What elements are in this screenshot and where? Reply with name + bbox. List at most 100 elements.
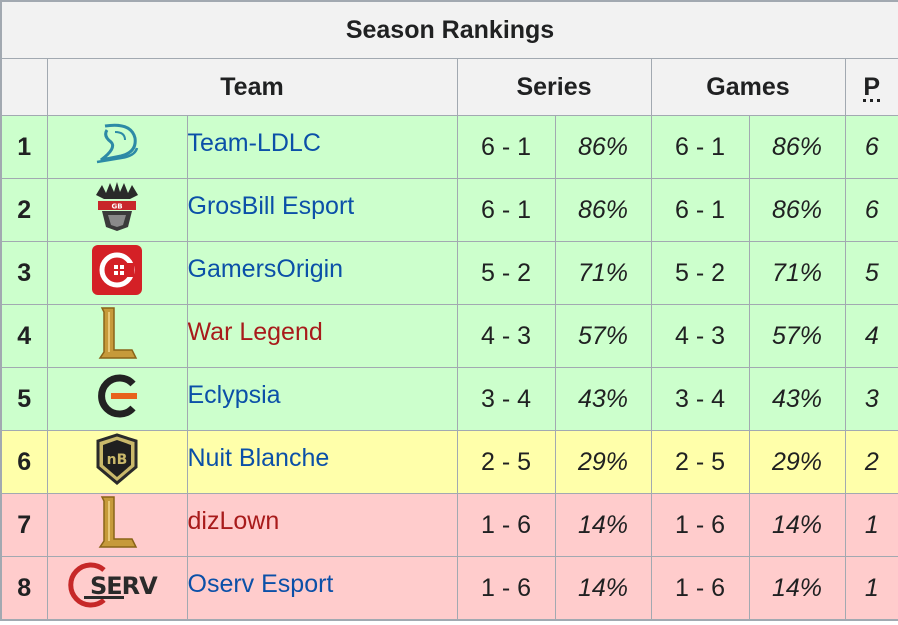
rank-cell: 5 [0, 367, 48, 431]
games-percent: 29% [748, 430, 846, 494]
series-record: 3 - 4 [456, 367, 556, 431]
points-abbr[interactable]: P [863, 72, 881, 102]
table-row: 4 War Legend 4 - 3 57% 4 - 3 57% 4 [0, 304, 898, 368]
games-percent: 43% [748, 367, 846, 431]
series-percent: 14% [554, 556, 652, 621]
points-cell: 1 [844, 556, 898, 621]
rank-cell: 2 [0, 178, 48, 242]
series-record: 1 - 6 [456, 556, 556, 621]
team-name-cell: War Legend [186, 304, 458, 368]
series-percent: 14% [554, 493, 652, 557]
points-cell: 6 [844, 178, 898, 242]
team-logo-cell[interactable] [46, 241, 188, 305]
nuit-blanche-logo[interactable]: nB [92, 432, 142, 492]
team-name-cell: dizLown [186, 493, 458, 557]
grosbill-logo[interactable]: GB [90, 181, 144, 240]
series-record: 5 - 2 [456, 241, 556, 305]
games-record: 1 - 6 [650, 493, 750, 557]
ldlc-logo[interactable] [91, 118, 143, 177]
eclypsia-logo[interactable] [91, 370, 143, 429]
team-logo-cell[interactable] [46, 304, 188, 368]
team-logo-cell[interactable]: nB [46, 430, 188, 494]
series-record: 1 - 6 [456, 493, 556, 557]
series-record: 6 - 1 [456, 178, 556, 242]
games-record: 4 - 3 [650, 304, 750, 368]
games-percent: 14% [748, 493, 846, 557]
games-percent: 71% [748, 241, 846, 305]
games-record: 6 - 1 [650, 178, 750, 242]
games-percent: 14% [748, 556, 846, 621]
table-row: 8 SERV Oserv Esport 1 - 6 14% 1 - 6 14% 1 [0, 556, 898, 621]
svg-text:nB: nB [107, 452, 128, 468]
points-cell: 2 [844, 430, 898, 494]
table-row: 7 dizLown 1 - 6 14% 1 - 6 14% 1 [0, 493, 898, 557]
team-link[interactable]: Eclypsia [187, 380, 281, 409]
games-record: 2 - 5 [650, 430, 750, 494]
rank-cell: 3 [0, 241, 48, 305]
svg-text:GB: GB [111, 202, 122, 210]
team-header[interactable]: Team [46, 58, 458, 116]
games-record: 6 - 1 [650, 115, 750, 179]
series-percent: 86% [554, 178, 652, 242]
series-percent: 57% [554, 304, 652, 368]
rank-cell: 6 [0, 430, 48, 494]
series-percent: 71% [554, 241, 652, 305]
series-record: 4 - 3 [456, 304, 556, 368]
points-header[interactable]: P [844, 58, 898, 116]
gamersorigin-logo[interactable] [92, 244, 142, 302]
team-link[interactable]: Team-LDLC [187, 128, 321, 157]
team-link[interactable]: GrosBill Esport [187, 191, 355, 220]
team-link[interactable]: Oserv Esport [187, 569, 334, 598]
rank-cell: 8 [0, 556, 48, 621]
league-l-logo[interactable] [94, 495, 140, 556]
games-percent: 86% [748, 178, 846, 242]
team-name-cell: GamersOrigin [186, 241, 458, 305]
team-link[interactable]: War Legend [187, 317, 323, 346]
table-row: 1 Team-LDLC 6 - 1 86% 6 - 1 86% 6 [0, 115, 898, 179]
table-row: 3 GamersOrigin 5 - 2 71% 5 - 2 71% 5 [0, 241, 898, 305]
games-percent: 57% [748, 304, 846, 368]
rank-header [0, 58, 48, 116]
series-header[interactable]: Series [456, 58, 652, 116]
points-cell: 5 [844, 241, 898, 305]
team-logo-cell[interactable] [46, 115, 188, 179]
oserv-logo[interactable]: SERV [64, 558, 170, 619]
series-percent: 29% [554, 430, 652, 494]
team-name-cell: Eclypsia [186, 367, 458, 431]
team-logo-cell[interactable] [46, 493, 188, 557]
series-percent: 43% [554, 367, 652, 431]
games-header[interactable]: Games [650, 58, 846, 116]
team-logo-cell[interactable] [46, 367, 188, 431]
team-logo-cell[interactable]: SERV [46, 556, 188, 621]
team-logo-cell[interactable]: GB [46, 178, 188, 242]
points-cell: 1 [844, 493, 898, 557]
points-cell: 4 [844, 304, 898, 368]
games-percent: 86% [748, 115, 846, 179]
table-row: 5 Eclypsia 3 - 4 43% 3 - 4 43% 3 [0, 367, 898, 431]
table-row: 2 GB GrosBill Esport 6 - 1 86% 6 - 1 86% 6 [0, 178, 898, 242]
team-link[interactable]: dizLown [187, 506, 280, 535]
team-link[interactable]: GamersOrigin [187, 254, 344, 283]
team-name-cell: Team-LDLC [186, 115, 458, 179]
series-record: 6 - 1 [456, 115, 556, 179]
table-title: Season Rankings [0, 0, 898, 59]
games-record: 3 - 4 [650, 367, 750, 431]
team-link[interactable]: Nuit Blanche [187, 443, 330, 472]
table-row: 6 nB Nuit Blanche 2 - 5 29% 2 - 5 29% 2 [0, 430, 898, 494]
rank-cell: 7 [0, 493, 48, 557]
rankings-body: 1 Team-LDLC 6 - 1 86% 6 - 1 86% 6 2 GB GrosBill E… [0, 115, 898, 621]
series-percent: 86% [554, 115, 652, 179]
games-record: 1 - 6 [650, 556, 750, 621]
rank-cell: 1 [0, 115, 48, 179]
games-record: 5 - 2 [650, 241, 750, 305]
series-record: 2 - 5 [456, 430, 556, 494]
league-l-logo[interactable] [94, 306, 140, 367]
team-name-cell: Nuit Blanche [186, 430, 458, 494]
svg-text:SERV: SERV [90, 572, 158, 600]
points-cell: 6 [844, 115, 898, 179]
team-name-cell: GrosBill Esport [186, 178, 458, 242]
points-cell: 3 [844, 367, 898, 431]
team-name-cell: Oserv Esport [186, 556, 458, 621]
rank-cell: 4 [0, 304, 48, 368]
